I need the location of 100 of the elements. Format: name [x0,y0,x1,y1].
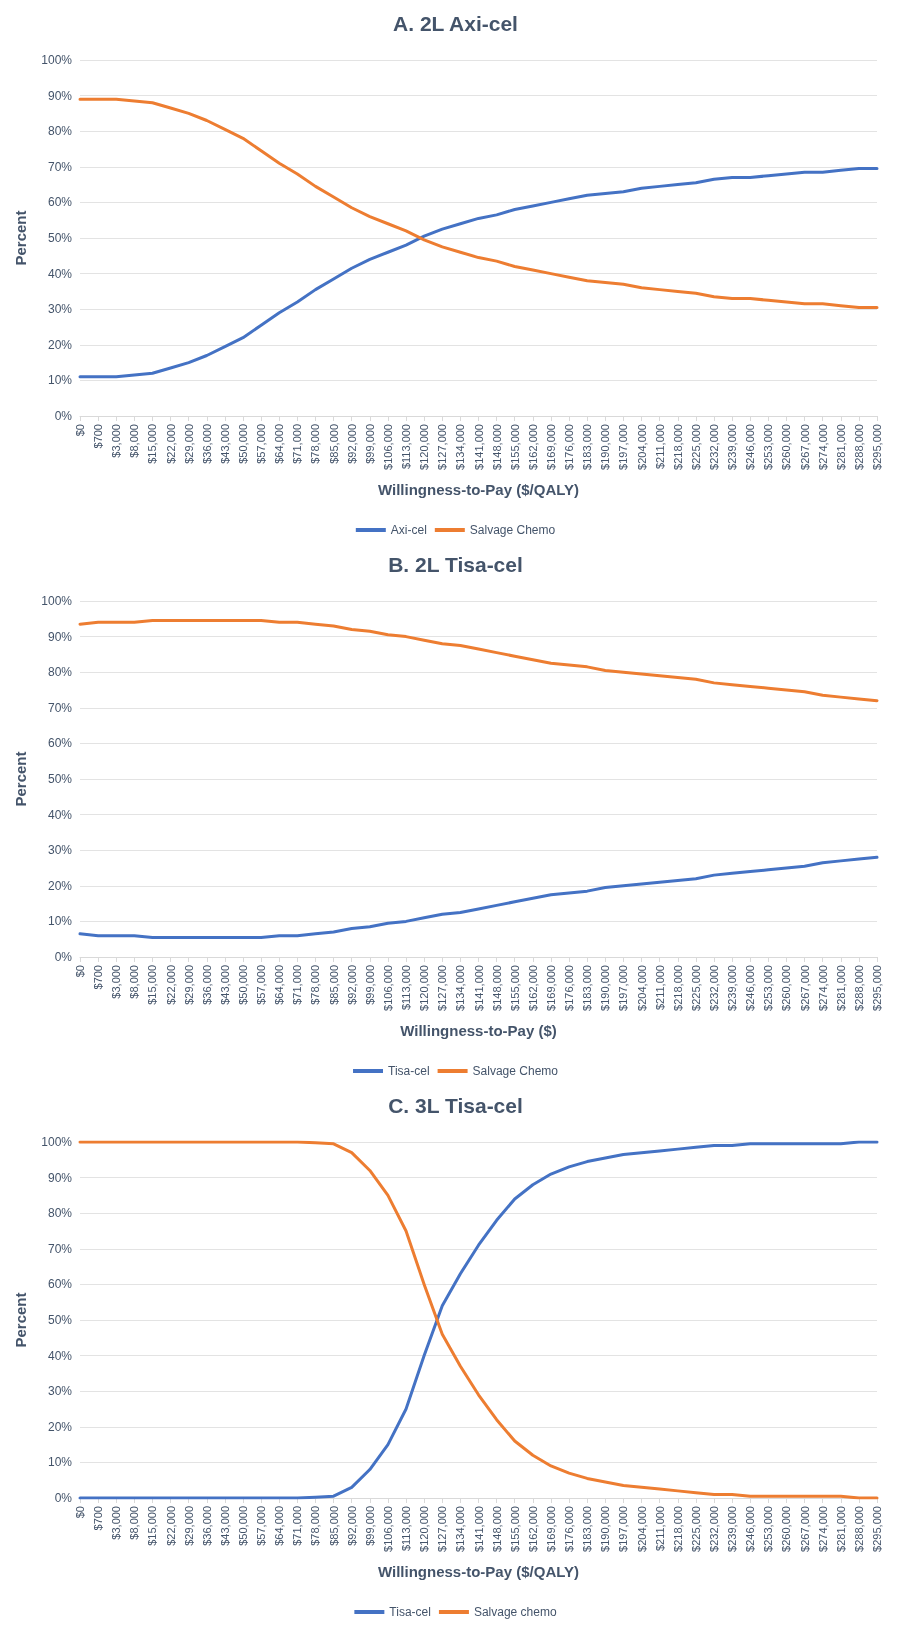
y-tick-label: 20% [47,878,73,893]
x-tick-label: $36,000 [200,1506,213,1546]
x-tick-label: $50,000 [237,1506,250,1546]
x-tick-label: $127,000 [436,424,449,470]
x-tick-label: $85,000 [327,965,340,1005]
y-tick-label: 0% [54,950,73,964]
y-tick-label: 40% [47,1348,73,1363]
x-tick-label: $288,000 [852,965,865,1011]
y-axis-title: Percent [12,1292,29,1348]
y-tick-label: 20% [47,1419,73,1434]
x-tick-label: $169,000 [544,965,557,1011]
x-tick-label: $36,000 [200,424,213,464]
x-tick-label: $43,000 [218,424,231,464]
x-tick-label: $169,000 [544,1506,557,1552]
x-tick-label: $204,000 [635,965,648,1011]
x-tick-label: $155,000 [508,424,521,470]
x-tick-label: $246,000 [744,424,757,470]
x-tick-label: $218,000 [671,1506,684,1552]
y-tick-label: 10% [47,1455,73,1470]
x-tick-label: $141,000 [472,1506,485,1552]
x-tick-label: $246,000 [744,965,757,1011]
x-tick-label: $57,000 [255,965,268,1005]
x-tick-label: $148,000 [490,965,503,1011]
x-tick-label: $260,000 [780,424,793,470]
x-tick-label: $218,000 [671,424,684,470]
x-tick-label: $267,000 [798,424,811,470]
y-tick-label: 80% [47,124,73,139]
x-tick-label: $295,000 [871,965,883,1011]
x-tick-label: $106,000 [381,1506,394,1552]
x-tick-label: $29,000 [182,1506,195,1546]
x-tick-label: $148,000 [490,1506,503,1552]
x-tick-label: $162,000 [526,424,539,470]
x-tick-label: $92,000 [345,1506,358,1546]
x-tick-label: $295,000 [871,1506,883,1552]
x-tick-label: $176,000 [563,424,576,470]
x-tick-label: $71,000 [291,965,304,1005]
x-tick-label: $141,000 [472,424,485,470]
x-tick-label: $162,000 [526,1506,539,1552]
x-tick-label: $29,000 [182,424,195,464]
y-tick-label: 60% [47,736,73,751]
x-tick-label: $120,000 [418,1506,431,1552]
x-tick-label: $29,000 [182,965,195,1005]
x-tick-label: $57,000 [255,1506,268,1546]
x-tick-label: $218,000 [671,965,684,1011]
x-axis-title: Willingness-to-Pay ($) [400,1022,557,1039]
x-tick-label: $71,000 [291,1506,304,1546]
x-tick-label: $204,000 [635,424,648,470]
x-tick-label: $134,000 [454,424,467,470]
x-tick-label: $8,000 [128,1506,141,1540]
x-tick-label: $78,000 [309,1506,322,1546]
x-tick-label: $700 [92,424,105,449]
x-tick-label: $211,000 [653,1506,666,1552]
x-tick-label: $85,000 [327,424,340,464]
x-tick-label: $92,000 [345,424,358,464]
x-tick-label: $71,000 [291,424,304,464]
legend-label: Tisa-cel [389,1605,431,1619]
x-tick-label: $22,000 [164,1506,177,1546]
x-tick-label: $113,000 [400,424,413,470]
y-tick-label: 90% [47,88,73,103]
x-tick-label: $183,000 [581,1506,594,1552]
y-tick-label: 20% [47,337,73,352]
legend-label: Salvage chemo [473,1605,557,1619]
y-tick-label: 50% [47,231,73,245]
x-tick-label: $176,000 [563,1506,576,1552]
y-tick-label: 100% [41,53,73,67]
line-series [78,167,879,379]
x-tick-label: $274,000 [816,965,829,1011]
x-tick-label: $274,000 [816,1506,829,1552]
x-tick-label: $232,000 [707,965,720,1011]
x-tick-label: $700 [92,965,105,990]
x-tick-label: $50,000 [237,424,250,464]
line-series [78,1140,879,1500]
x-tick-label: $225,000 [689,424,702,470]
x-tick-label: $183,000 [581,965,594,1011]
x-tick-label: $281,000 [834,965,847,1011]
x-tick-label: $3,000 [110,424,123,458]
x-tick-label: $197,000 [617,1506,630,1552]
x-tick-label: $274,000 [816,424,829,470]
x-axis-title: Willingness-to-Pay ($/QALY) [377,481,580,498]
y-tick-label: 30% [47,843,73,858]
y-tick-label: 30% [47,302,73,317]
x-tick-label: $22,000 [164,965,177,1005]
x-tick-label: $246,000 [744,1506,757,1552]
x-tick-label: $0 [74,965,86,978]
x-tick-label: $141,000 [472,965,485,1011]
x-tick-label: $155,000 [508,965,521,1011]
x-tick-label: $113,000 [400,1506,413,1552]
x-tick-label: $260,000 [780,965,793,1011]
x-tick-label: $148,000 [490,424,503,470]
y-tick-label: 10% [47,373,73,388]
x-tick-label: $3,000 [110,1506,123,1540]
x-tick-label: $281,000 [834,424,847,470]
y-tick-label: 40% [47,807,73,822]
y-tick-label: 90% [47,1170,73,1185]
y-tick-label: 60% [47,1277,73,1292]
x-tick-label: $15,000 [146,424,159,464]
legend-label: Salvage Chemo [472,1064,559,1078]
x-tick-label: $43,000 [218,1506,231,1546]
x-tick-label: $197,000 [617,965,630,1011]
y-tick-label: 50% [47,772,73,786]
